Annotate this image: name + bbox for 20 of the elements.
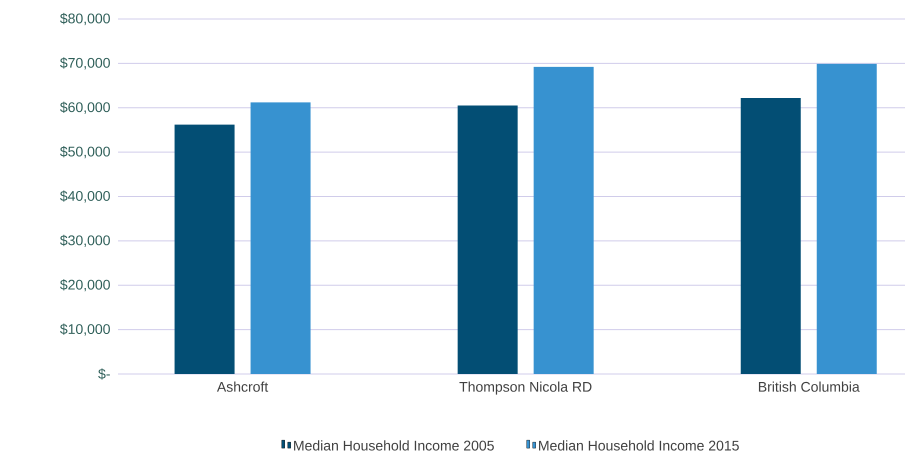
y-tick-label: $-: [98, 368, 110, 380]
y-tick-label: $50,000: [60, 146, 110, 158]
bar: [250, 102, 311, 374]
y-tick-label: $20,000: [60, 279, 110, 292]
bar: [534, 66, 594, 374]
x-tick-label: British Columbia: [758, 382, 860, 392]
bar: [740, 98, 801, 374]
bar: [174, 124, 235, 374]
y-tick-label: $40,000: [60, 190, 110, 203]
bar: [816, 64, 877, 374]
y-tick-label: $10,000: [60, 324, 110, 336]
x-tick-label: Ashcroft: [216, 382, 268, 392]
y-tick-label: $60,000: [60, 102, 110, 114]
legend-label: Median Household Income 2015: [539, 440, 739, 451]
bar: [458, 106, 518, 374]
y-tick-label: $80,000: [60, 12, 110, 26]
y-tick-label: $30,000: [60, 234, 110, 247]
x-tick-label: Thompson Nicola RD: [459, 382, 592, 395]
y-tick-label: $70,000: [60, 57, 110, 70]
legend-label: Median Household Income 2005: [294, 440, 494, 451]
